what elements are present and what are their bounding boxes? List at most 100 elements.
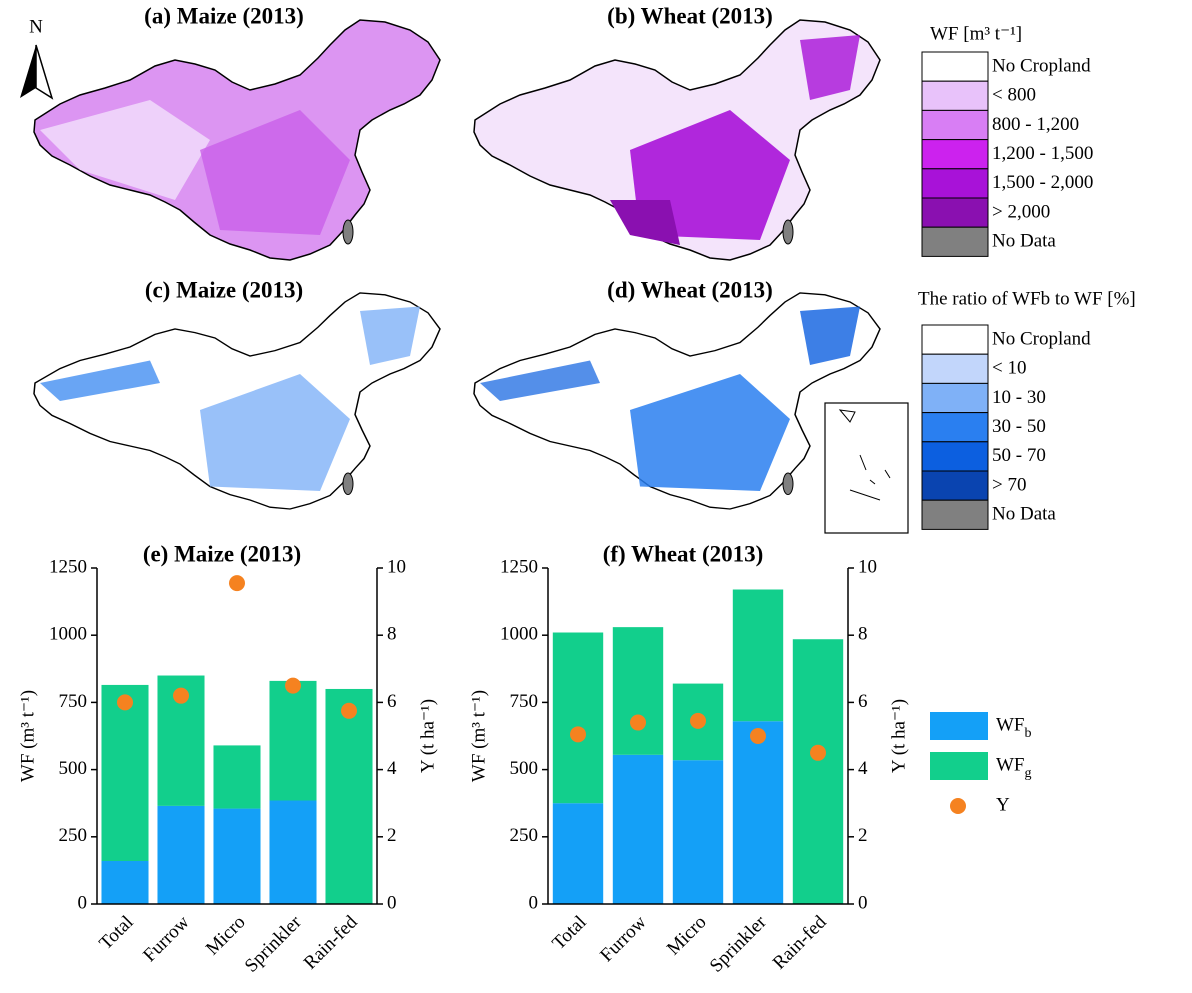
map-title: (b) Wheat (2013) (607, 3, 773, 28)
bar-segment (553, 633, 603, 804)
bar-segment (101, 861, 148, 904)
legend-swatch (922, 140, 988, 169)
legend-label: WFb (996, 714, 1032, 740)
x-tick-label: Micro (202, 912, 250, 960)
legend-label: 1,200 - 1,500 (992, 143, 1093, 164)
chart-title: (e) Maize (2013) (143, 541, 301, 566)
y-tick-label: 0 (529, 892, 539, 913)
y2-tick-label: 10 (858, 556, 877, 577)
y-tick-label: 1000 (500, 624, 538, 645)
y2-tick-label: 8 (858, 624, 868, 645)
y-tick-label: 0 (78, 892, 88, 913)
y-tick-label: 750 (59, 691, 88, 712)
x-tick-label: Sprinkler (241, 911, 306, 976)
y-point (229, 575, 245, 591)
y2-axis-title: Y (t ha⁻¹) (888, 699, 909, 773)
x-tick-label: Rain-fed (769, 911, 831, 973)
y2-tick-label: 6 (858, 691, 868, 712)
x-tick-label: Total (95, 912, 137, 954)
bar-segment (101, 685, 148, 861)
x-tick-label: Furrow (596, 912, 651, 967)
legend-label: Y (996, 794, 1010, 815)
y2-tick-label: 4 (858, 758, 868, 779)
y-point (810, 745, 826, 761)
y2-tick-label: 0 (858, 892, 868, 913)
y2-tick-label: 2 (387, 825, 397, 846)
y-point (341, 703, 357, 719)
map-title: (c) Maize (2013) (145, 277, 303, 302)
bar-segment (269, 801, 316, 904)
legend-label: 1,500 - 2,000 (992, 172, 1093, 193)
bar-segment (213, 809, 260, 904)
legend-label: No Data (992, 231, 1056, 252)
y2-tick-label: 4 (387, 758, 397, 779)
x-tick-label: Sprinkler (706, 911, 771, 976)
bar-segment (733, 590, 783, 722)
legend-swatch (922, 383, 988, 412)
inset-map (825, 403, 908, 533)
y-point (117, 694, 133, 710)
map-d (474, 293, 880, 509)
legend-swatch (922, 110, 988, 139)
bar-segment (733, 721, 783, 904)
legend-title: WF [m³ t⁻¹] (930, 23, 1022, 44)
y-tick-label: 1250 (500, 556, 538, 577)
y2-tick-label: 8 (387, 624, 397, 645)
page: N (a) Maize (2013)(b) Wheat (2013)(c) Ma… (0, 0, 1192, 988)
bar-segment (157, 806, 204, 904)
y-tick-label: 1000 (49, 624, 87, 645)
north-arrow: N (20, 16, 52, 98)
y-point (750, 728, 766, 744)
y-tick-label: 500 (510, 758, 539, 779)
legend-label: > 70 (992, 474, 1026, 495)
north-label: N (29, 16, 43, 37)
bar-segment (269, 681, 316, 801)
bar-segment (613, 627, 663, 755)
y-point (630, 715, 646, 731)
y2-tick-label: 0 (387, 892, 397, 913)
y-tick-label: 250 (59, 825, 88, 846)
x-tick-label: Rain-fed (300, 911, 362, 973)
legend-swatch (930, 752, 988, 780)
legend-swatch (922, 227, 988, 256)
y-tick-label: 250 (510, 825, 539, 846)
y2-tick-label: 6 (387, 691, 397, 712)
legend-label: 50 - 70 (992, 445, 1046, 466)
y2-axis-title: Y (t ha⁻¹) (417, 699, 438, 773)
y-tick-label: 500 (59, 758, 88, 779)
legend-swatch (922, 413, 988, 442)
y-axis-title: WF (m³ t⁻¹) (17, 690, 38, 782)
legend-label: No Data (992, 504, 1056, 525)
legend-swatch (922, 354, 988, 383)
legend-swatch (922, 500, 988, 529)
bar-segment (793, 639, 843, 904)
bar-segment (673, 760, 723, 904)
bar-segment (213, 745, 260, 808)
legend-swatch (922, 471, 988, 500)
legend-label: WFg (996, 754, 1032, 780)
legend-title: The ratio of WFb to WF [%] (918, 288, 1136, 309)
y-point (173, 688, 189, 704)
legend-label: < 800 (992, 85, 1036, 106)
legend-swatch (922, 198, 988, 227)
y2-tick-label: 10 (387, 556, 406, 577)
y-point (570, 726, 586, 742)
legend-swatch (922, 169, 988, 198)
y-axis-title: WF (m³ t⁻¹) (468, 690, 489, 782)
y-tick-label: 750 (510, 691, 539, 712)
y-point (690, 713, 706, 729)
legend-swatch (922, 81, 988, 110)
legend-label: < 10 (992, 358, 1026, 379)
legend-swatch (922, 325, 988, 354)
legend-label: 800 - 1,200 (992, 114, 1079, 135)
bar-segment (553, 803, 603, 904)
map-title: (d) Wheat (2013) (607, 277, 773, 302)
legend-swatch (930, 712, 988, 740)
legend-swatch (922, 52, 988, 81)
map-c (34, 293, 440, 509)
legend-marker (950, 798, 966, 814)
chart-title: (f) Wheat (2013) (603, 541, 764, 566)
legend-label: > 2,000 (992, 201, 1050, 222)
y-point (285, 678, 301, 694)
map-b (474, 20, 880, 260)
